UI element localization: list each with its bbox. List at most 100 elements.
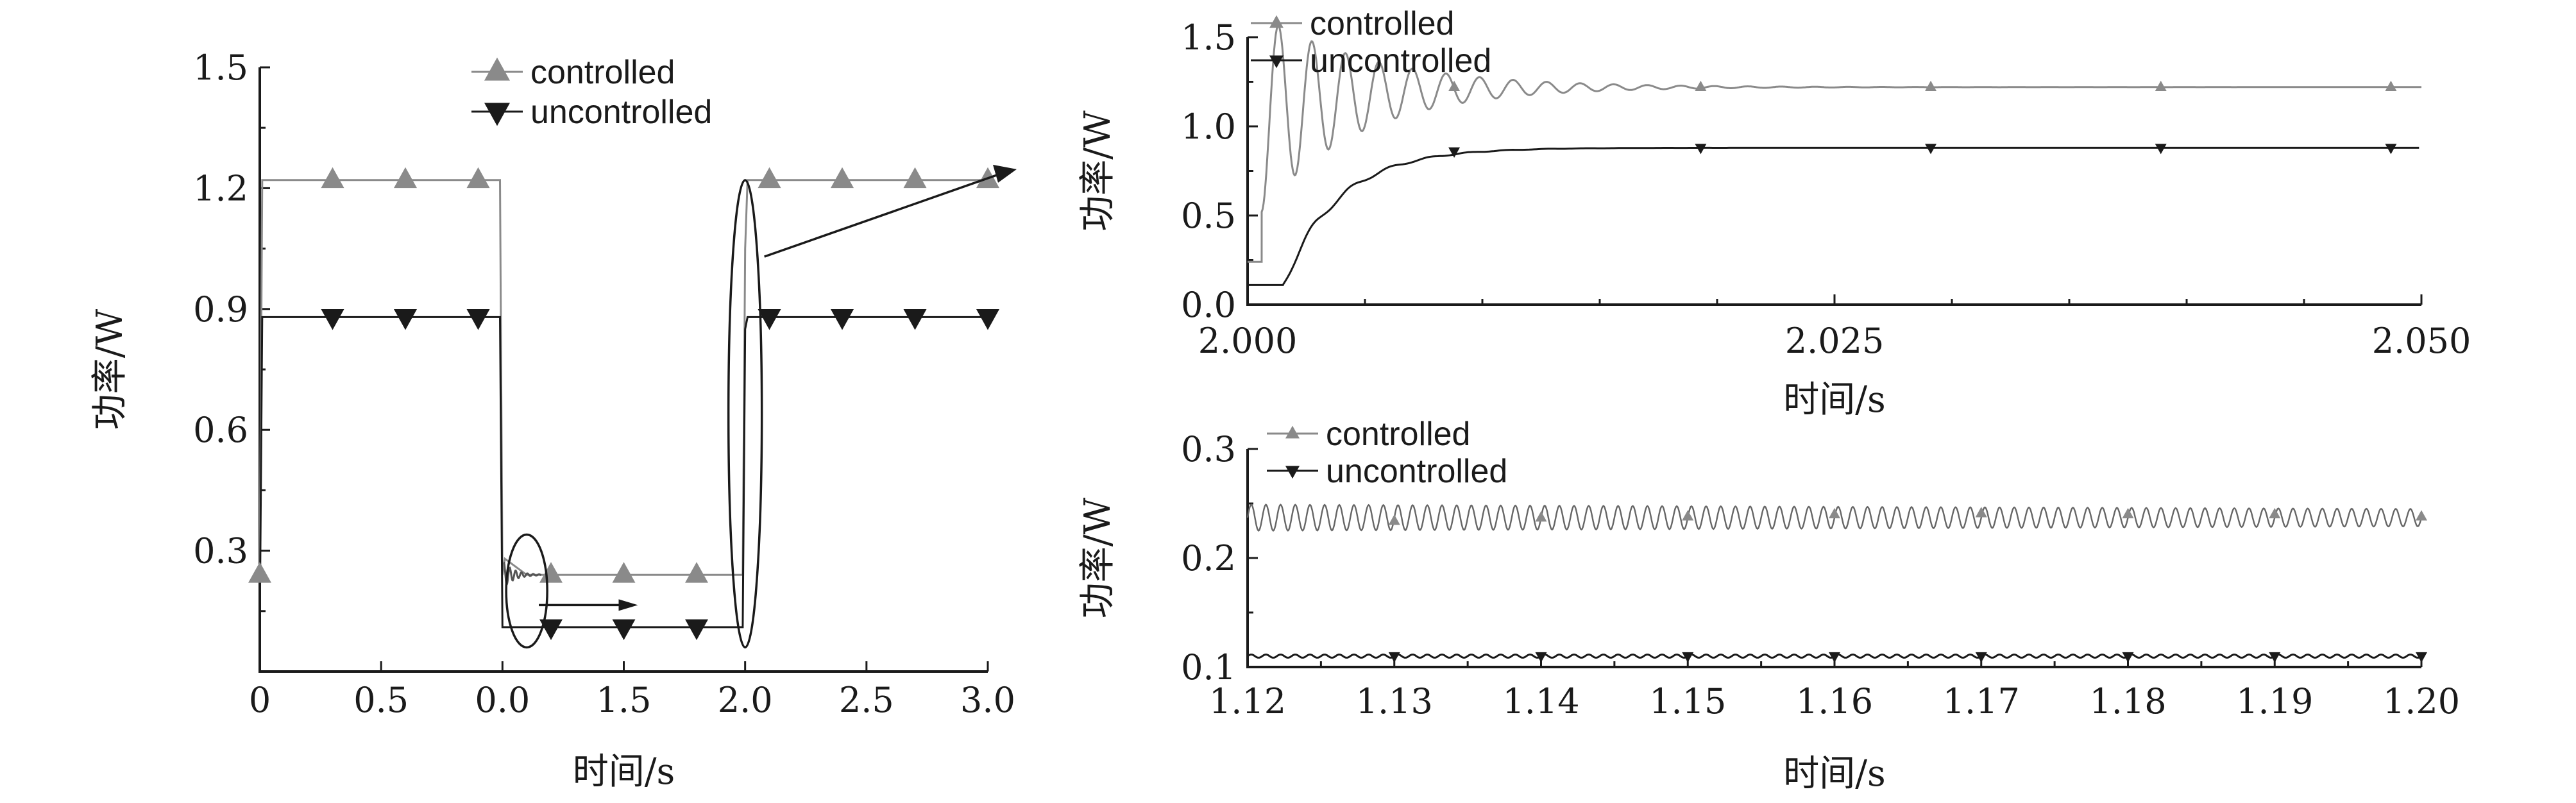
data-point-uncontrolled	[466, 309, 490, 330]
zoom-ellipse-rise	[727, 179, 763, 649]
data-point-controlled	[466, 167, 490, 189]
zoom-ellipse-drop	[505, 533, 548, 649]
transient-oscillation	[503, 561, 542, 586]
data-point-controlled	[539, 562, 563, 583]
x-tick-label: 1.13	[1356, 681, 1433, 722]
y-tick-label: 1.0	[1181, 106, 1236, 147]
data-point-uncontrolled	[1925, 144, 1937, 155]
x-tick-label: 0.5	[353, 680, 409, 720]
y-tick-label: 0.6	[193, 410, 248, 450]
y-tick-label: 0.0	[1181, 285, 1236, 325]
data-point-controlled	[1695, 80, 1707, 91]
data-point-uncontrolled	[612, 619, 636, 641]
y-tick-label: 1.5	[1181, 17, 1236, 58]
data-point-controlled	[2269, 507, 2281, 519]
x-tick-label: 1.5	[597, 680, 652, 720]
x-tick-label: 1.16	[1796, 681, 1873, 722]
data-point-controlled	[2122, 507, 2134, 519]
y-tick-label: 1.2	[193, 168, 248, 208]
legend-label: controlled	[530, 54, 675, 91]
legend-label: controlled	[1310, 5, 1454, 42]
data-point-uncontrolled	[394, 309, 417, 330]
x-tick-label: 0	[249, 680, 271, 720]
data-point-uncontrolled	[976, 309, 999, 330]
data-point-uncontrolled	[758, 309, 781, 330]
y-axis-title: 功率/W	[1077, 497, 1119, 618]
data-point-controlled	[248, 562, 271, 583]
zoom-annotations	[505, 164, 1017, 649]
data-point-uncontrolled	[2122, 652, 2134, 663]
x-axis-title: 时间/s	[573, 751, 675, 793]
data-point-controlled	[2416, 510, 2427, 521]
data-point-controlled	[612, 562, 636, 583]
data-point-uncontrolled	[1682, 652, 1694, 663]
x-tick-label: 2.050	[2372, 321, 2471, 361]
series-line-controlled	[1246, 503, 2422, 532]
x-tick-label: 0.0	[475, 680, 530, 720]
data-point-controlled	[321, 167, 344, 189]
x-tick-label: 2.0	[718, 680, 773, 720]
data-point-controlled	[1975, 507, 1987, 518]
data-point-controlled	[1448, 80, 1461, 91]
x-tick-label: 1.15	[1649, 681, 1726, 722]
x-tick-label: 1.19	[2236, 681, 2313, 722]
x-tick-label: 1.17	[1943, 681, 2020, 722]
y-tick-label: 0.3	[193, 531, 248, 571]
data-point-uncontrolled	[903, 309, 927, 330]
data-point-controlled	[831, 167, 854, 189]
data-point-controlled	[394, 167, 417, 189]
data-point-uncontrolled	[1695, 144, 1707, 155]
y-tick-label: 0.9	[193, 289, 248, 330]
legend-label: uncontrolled	[530, 94, 712, 131]
x-tick-label: 1.20	[2383, 681, 2460, 722]
zoom-arrow-drop-head	[618, 599, 638, 611]
data-point-uncontrolled	[2155, 144, 2167, 155]
data-point-controlled	[2385, 80, 2397, 91]
zoom-arrow-head	[993, 164, 1017, 183]
data-point-controlled	[1829, 507, 1840, 519]
legend-marker-controlled	[1285, 425, 1300, 439]
x-tick-label: 2.5	[839, 680, 894, 720]
data-point-uncontrolled	[2385, 144, 2397, 155]
y-tick-label: 1.5	[193, 47, 248, 88]
x-axis-title: 时间/s	[1783, 753, 1886, 795]
data-point-uncontrolled	[2269, 652, 2281, 663]
data-point-controlled	[1535, 511, 1547, 522]
legend-label: uncontrolled	[1310, 42, 1491, 80]
data-point-uncontrolled	[1448, 147, 1461, 158]
x-tick-label: 1.18	[2089, 681, 2166, 722]
y-axis-title: 功率/W	[1077, 110, 1119, 232]
data-point-uncontrolled	[685, 619, 708, 641]
data-point-controlled	[758, 167, 781, 189]
data-point-uncontrolled	[1975, 652, 1987, 663]
data-point-controlled	[2155, 80, 2167, 91]
legend-marker-uncontrolled	[484, 103, 510, 126]
zoom-arrow-rise	[764, 173, 1001, 258]
series-line-uncontrolled	[1248, 146, 2419, 286]
x-tick-label: 1.12	[1209, 681, 1286, 722]
top-right-panel: 2.000 2.025 2.050 0.0 0.5 1.0 1.5 时间/s 功率/W contr…	[1077, 5, 2471, 421]
legend-marker-uncontrolled	[1269, 55, 1284, 69]
data-point-uncontrolled	[321, 309, 344, 330]
legend-marker-controlled	[1269, 15, 1284, 28]
y-tick-label: 0.2	[1181, 538, 1236, 579]
data-point-uncontrolled	[539, 619, 563, 641]
y-axis-title: 功率/W	[89, 309, 131, 430]
x-axis-title: 时间/s	[1783, 379, 1886, 421]
data-point-uncontrolled	[1388, 652, 1400, 663]
legend-label: controlled	[1326, 416, 1470, 453]
data-point-uncontrolled	[1829, 652, 1840, 663]
data-point-uncontrolled	[2416, 652, 2427, 663]
x-tick-label: 1.14	[1502, 681, 1579, 722]
data-point-controlled	[1682, 510, 1694, 521]
x-tick-label: 3.0	[960, 680, 1015, 720]
y-tick-label: 0.1	[1181, 647, 1236, 688]
series-line-controlled	[258, 179, 988, 576]
data-point-controlled	[685, 562, 708, 583]
bottom-right-panel: 1.12 1.13 1.14 1.15 1.16 1.17 1.18 1.19 1.20 0.1 0…	[1077, 416, 2460, 795]
data-point-uncontrolled	[831, 309, 854, 330]
data-point-controlled	[1388, 514, 1400, 525]
data-point-uncontrolled	[1535, 652, 1547, 663]
data-point-controlled	[903, 167, 927, 189]
